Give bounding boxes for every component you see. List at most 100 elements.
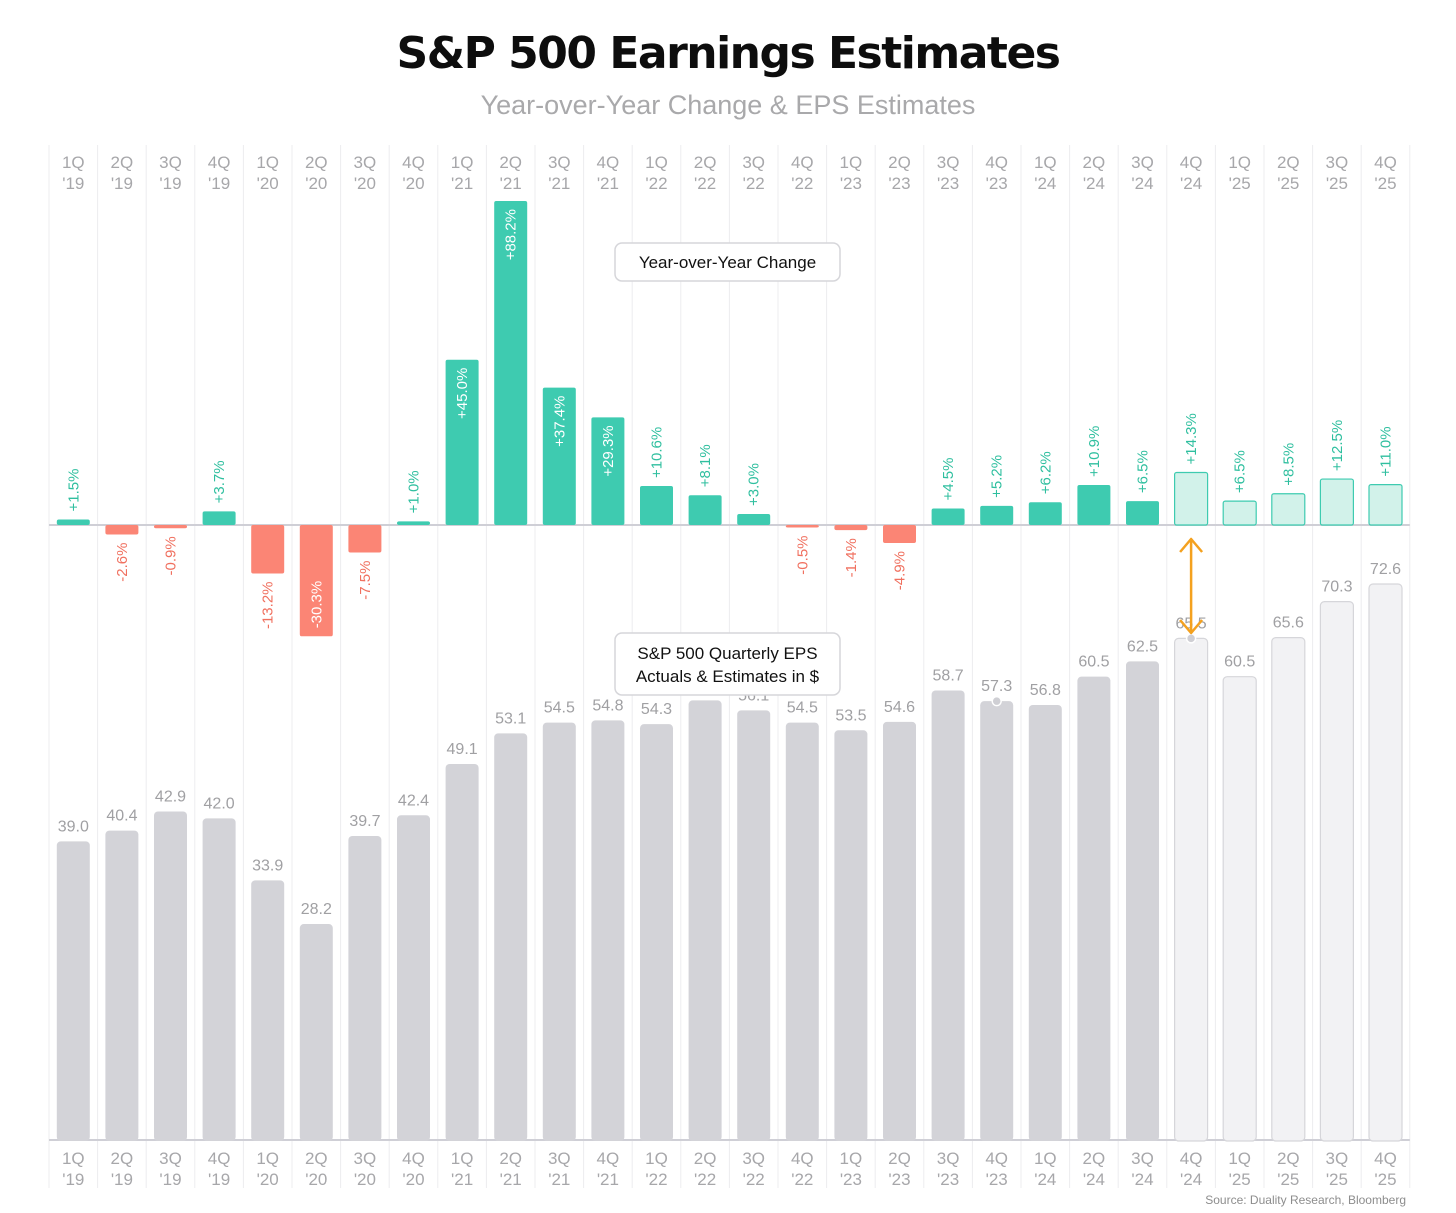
yoy-value-label: +1.0% — [406, 470, 423, 513]
top-year-label: '19 — [111, 174, 133, 193]
yoy-bar — [1077, 484, 1111, 525]
yoy-bar — [785, 525, 819, 528]
top-year-label: '22 — [743, 174, 765, 193]
eps-bar — [397, 815, 430, 1141]
yoy-value-label: +5.2% — [989, 455, 1006, 498]
eps-bar — [542, 722, 576, 1141]
bottom-year-label: '19 — [62, 1170, 84, 1189]
yoy-annotation-box: Year-over-Year Change — [614, 242, 841, 282]
yoy-bar — [105, 525, 139, 535]
yoy-bar — [883, 525, 916, 543]
top-quarter-label: 1Q — [451, 153, 474, 172]
bottom-quarter-label: 1Q — [1228, 1149, 1251, 1168]
eps-bar — [154, 811, 187, 1141]
arrow-head-down — [1179, 619, 1204, 635]
bottom-quarter-label: 2Q — [694, 1149, 717, 1168]
eps-value-label: 33.9 — [252, 857, 283, 874]
eps-bar — [494, 733, 528, 1141]
yoy-value-label: +1.5% — [65, 469, 82, 512]
top-year-label: '25 — [1326, 174, 1348, 193]
eps-bar — [1126, 661, 1159, 1141]
eps-bar — [688, 700, 722, 1141]
yoy-bar — [397, 521, 430, 525]
yoy-bar — [1271, 493, 1306, 526]
yoy-bar — [980, 505, 1014, 525]
eps-bar — [640, 724, 673, 1141]
top-year-label: '25 — [1229, 174, 1251, 193]
top-year-label: '25 — [1374, 174, 1396, 193]
eps-bar — [1173, 637, 1209, 1142]
bottom-year-label: '24 — [1131, 1170, 1153, 1189]
eps-value-label: 49.1 — [447, 741, 478, 758]
yoy-bar — [688, 495, 722, 525]
yoy-value-label: +45.0% — [454, 368, 471, 419]
top-year-label: '19 — [208, 174, 230, 193]
yoy-bar — [931, 508, 965, 525]
bottom-quarter-label: 2Q — [305, 1149, 328, 1168]
bottom-year-label: '20 — [354, 1170, 376, 1189]
yoy-bar — [542, 387, 576, 525]
yoy-bar — [1319, 478, 1355, 526]
yoy-value-label: +29.3% — [600, 425, 617, 476]
eps-bar — [931, 690, 965, 1141]
eps-bar — [1368, 583, 1403, 1142]
yoy-bars: +1.5% -2.6% -0.9% +3.7% -13.2% -30.3% -7.5% +1.… — [56, 201, 1403, 637]
eps-value-label: 42.0 — [204, 795, 235, 812]
eps-value-label: 58.7 — [933, 667, 964, 684]
eps-value-label: 39.0 — [58, 818, 89, 835]
eps-value-label: 56.8 — [1030, 682, 1061, 699]
eps-value-label: 42.4 — [398, 792, 429, 809]
eps-bar — [445, 763, 479, 1141]
bottom-quarter-label: 2Q — [111, 1149, 134, 1168]
top-quarter-label: 3Q — [1326, 153, 1349, 172]
bottom-quarter-label: 4Q — [597, 1149, 620, 1168]
bottom-quarter-label: 4Q — [1374, 1149, 1397, 1168]
bottom-year-label: '20 — [402, 1170, 424, 1189]
top-year-label: '19 — [62, 174, 84, 193]
top-year-label: '19 — [159, 174, 181, 193]
top-year-label: '20 — [354, 174, 376, 193]
eps-value-label: 60.5 — [1078, 654, 1109, 671]
bottom-quarter-label: 1Q — [256, 1149, 279, 1168]
top-quarter-label: 1Q — [256, 153, 279, 172]
bottom-quarter-label: 4Q — [208, 1149, 231, 1168]
eps-bar — [1077, 676, 1111, 1141]
yoy-value-label: +6.5% — [1232, 450, 1249, 493]
eps-value-label: 39.7 — [349, 813, 380, 830]
eps-bar — [1222, 676, 1257, 1142]
eps-annotation-line1: S&P 500 Quarterly EPS — [637, 644, 817, 663]
bottom-year-label: '24 — [1034, 1170, 1056, 1189]
top-quarter-label: 3Q — [937, 153, 960, 172]
eps-value-label: 60.5 — [1224, 654, 1255, 671]
bottom-year-label: '25 — [1277, 1170, 1299, 1189]
top-year-label: '20 — [402, 174, 424, 193]
eps-bar — [980, 701, 1014, 1141]
bottom-year-label: '21 — [451, 1170, 473, 1189]
yoy-value-label: +10.9% — [1086, 426, 1103, 477]
bottom-quarter-label: 2Q — [1083, 1149, 1106, 1168]
top-quarter-label: 3Q — [159, 153, 182, 172]
top-quarter-label: 4Q — [1374, 153, 1397, 172]
top-year-label: '21 — [451, 174, 473, 193]
bottom-quarter-label: 1Q — [62, 1149, 85, 1168]
bottom-quarter-label: 2Q — [1277, 1149, 1300, 1168]
eps-bar — [202, 818, 236, 1141]
eps-value-label: 54.3 — [641, 701, 672, 718]
yoy-bar — [737, 513, 771, 525]
yoy-value-label: +10.6% — [649, 427, 666, 478]
yoy-bar — [834, 525, 868, 531]
eps-value-label: 40.4 — [106, 808, 137, 825]
bottom-quarter-label: 3Q — [1131, 1149, 1154, 1168]
top-year-label: '21 — [597, 174, 619, 193]
top-year-label: '20 — [305, 174, 327, 193]
top-year-label: '25 — [1277, 174, 1299, 193]
bottom-quarter-label: 1Q — [451, 1149, 474, 1168]
yoy-value-label: +8.5% — [1280, 443, 1297, 486]
grid-lines — [48, 145, 1411, 1188]
bottom-year-label: '22 — [645, 1170, 667, 1189]
eps-value-label: 54.5 — [544, 700, 575, 717]
top-quarter-label: 2Q — [499, 153, 522, 172]
top-quarter-label: 2Q — [694, 153, 717, 172]
bottom-year-label: '23 — [888, 1170, 910, 1189]
bottom-year-label: '21 — [500, 1170, 522, 1189]
